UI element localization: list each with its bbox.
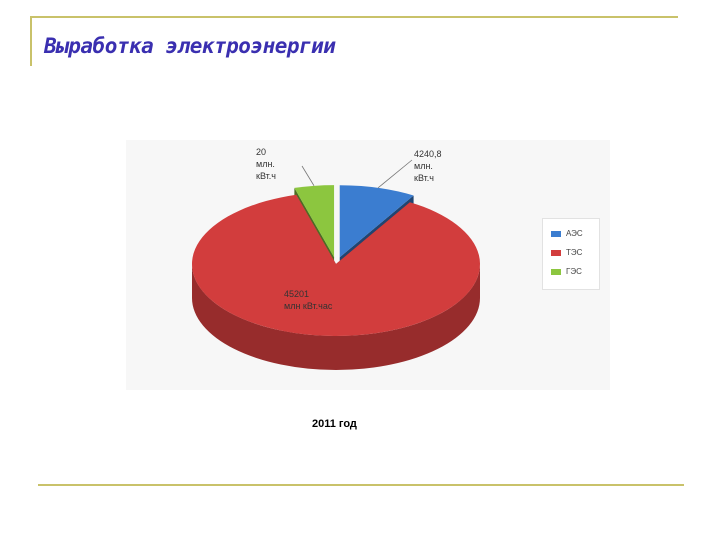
ges-label-unit2: кВт.ч	[256, 171, 276, 181]
legend-label-ges: ГЭС	[566, 267, 582, 276]
left-rule	[30, 16, 32, 66]
legend-label-aes: АЭС	[566, 229, 583, 238]
aes-label-unit1: млн.	[414, 161, 433, 171]
bottom-rule	[38, 484, 684, 486]
ges-label-unit1: млн.	[256, 159, 275, 169]
ges-data-label: 20 млн. кВт.ч	[256, 146, 276, 182]
tes-data-label: 45201 млн кВт.час	[284, 288, 332, 312]
legend-item-ges: ГЭС	[551, 267, 582, 276]
aes-data-label: 4240,8 млн. кВт.ч	[414, 148, 442, 184]
legend-label-tes: ТЭС	[566, 248, 583, 257]
legend-item-aes: АЭС	[551, 229, 583, 238]
top-rule	[30, 16, 678, 18]
legend-swatch-ges	[551, 268, 561, 275]
legend-swatch-tes	[551, 249, 561, 256]
aes-label-value: 4240,8	[414, 149, 442, 159]
slide-title: Выработка электроэнергии	[44, 34, 336, 58]
legend-item-tes: ТЭС	[551, 248, 582, 257]
aes-label-unit2: кВт.ч	[414, 173, 434, 183]
legend-swatch-aes	[551, 230, 561, 237]
pie-slice-tes	[191, 194, 480, 337]
tes-label-value: 45201	[284, 289, 310, 299]
leader-line-ges	[301, 165, 315, 186]
tes-label-unit: млн кВт.час	[284, 301, 333, 311]
legend: АЭС ТЭС ГЭС	[542, 218, 600, 290]
ges-label-value: 20	[256, 147, 267, 157]
pie-slice-aes	[339, 185, 414, 258]
pie-slice-ges	[294, 185, 335, 258]
chart-caption: 2011 год	[312, 418, 357, 430]
leader-line-aes	[377, 159, 413, 189]
